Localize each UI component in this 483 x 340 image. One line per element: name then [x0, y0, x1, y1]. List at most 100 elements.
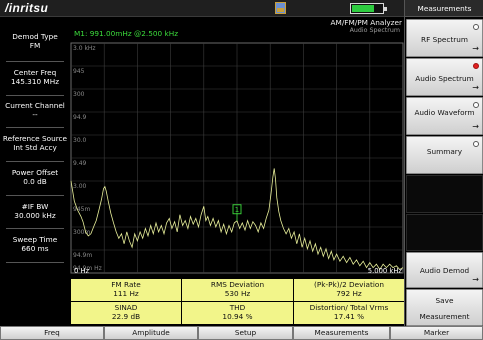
fm-rate-label: FM Rate	[111, 280, 141, 289]
y-tick-label: 945m	[73, 206, 90, 213]
thd-cell: THD 10.94 %	[182, 302, 293, 324]
arrow-right-icon: →	[472, 44, 479, 53]
sinad-label: SINAD	[114, 303, 138, 312]
y-tick-label: 9.49	[73, 160, 87, 167]
y-tick-label: 3.0 kHz	[73, 45, 96, 52]
circle-icon	[473, 63, 479, 69]
rms-deviation-label: RMS Deviation	[210, 280, 265, 289]
battery-level	[352, 5, 375, 12]
if-bw-label: #IF BW	[21, 202, 49, 211]
summary-label: Summary	[426, 147, 463, 156]
distortion-value: 17.41 %	[333, 311, 365, 321]
center-freq-value: 145.310 MHz	[10, 77, 60, 86]
divider	[6, 161, 64, 162]
current-channel-value: --	[32, 110, 38, 119]
center-freq-info: Center Freq 145.310 MHz	[0, 68, 70, 86]
tab-setup[interactable]: Setup	[198, 326, 293, 340]
center-freq-label: Center Freq	[13, 68, 57, 77]
tab-measurements[interactable]: Measurements	[293, 326, 390, 340]
marker-label: 1	[235, 206, 239, 214]
measurement-display: 3.0 kHz 945 300 94.9 30.0 9.49 3.00 945m 300m 94.…	[70, 17, 404, 326]
marker-box	[232, 204, 242, 215]
sweep-time-value: 660 ms	[21, 244, 49, 253]
divider	[6, 127, 64, 128]
save-label: Save	[435, 296, 454, 305]
measurement-subtitle: Audio Spectrum	[349, 27, 400, 34]
measurement-table: FM Rate 111 Hz RMS Deviation 530 Hz (Pk-…	[71, 279, 404, 326]
circle-icon	[473, 24, 479, 30]
anritsu-logo: /inritsu	[5, 1, 49, 15]
rms-deviation-value: 530 Hz	[224, 288, 251, 298]
pk-pk-deviation-label: (Pk-Pk)/2 Deviation	[314, 280, 384, 289]
current-channel-label: Current Channel	[5, 101, 65, 110]
circle-icon	[473, 102, 479, 108]
main-menu-bar: Freq Amplitude Setup Measurements Marker	[0, 326, 483, 340]
distortion-label: Distortion/ Total Vrms	[309, 303, 389, 312]
arrow-right-icon: →	[472, 122, 479, 131]
y-tick-labels: 3.0 kHz 945 300 94.9 30.0 9.49 3.00 945m 300m 94.…	[73, 45, 102, 272]
circle-icon	[473, 141, 479, 147]
divider	[6, 262, 64, 263]
softkey-panel: Measurements RF Spectrum → Audio Spectru…	[404, 0, 483, 326]
x-end-label: 5.000 kHz	[367, 267, 402, 275]
y-tick-label: 3.00	[73, 183, 87, 190]
fm-rate-value: 111 Hz	[113, 288, 139, 298]
current-channel-info: Current Channel --	[0, 101, 70, 119]
y-tick-label: 94.9	[73, 114, 87, 121]
plot-grid	[70, 42, 404, 274]
if-bw-info: #IF BW 30.000 kHz	[0, 202, 70, 220]
divider	[6, 95, 64, 96]
rms-deviation-cell: RMS Deviation 530 Hz	[182, 279, 293, 301]
pk-pk-deviation-value: 792 Hz	[336, 288, 362, 298]
tab-freq[interactable]: Freq	[0, 326, 104, 340]
arrow-right-icon: →	[472, 83, 479, 92]
empty-softkey	[406, 214, 483, 251]
power-offset-value: 0.0 dB	[23, 177, 47, 186]
audio-spectrum-button[interactable]: Audio Spectrum →	[406, 58, 483, 96]
demod-type-label: Demod Type	[12, 32, 58, 41]
divider	[6, 195, 64, 196]
divider	[6, 61, 64, 62]
sinad-cell: SINAD 22.9 dB	[71, 302, 181, 324]
empty-softkey	[406, 175, 483, 213]
pk-pk-deviation-cell: (Pk-Pk)/2 Deviation 792 Hz	[294, 279, 404, 301]
divider	[6, 228, 64, 229]
battery-icon	[350, 3, 387, 14]
marker-readout: M1: 991.00mHz @2.500 kHz	[74, 29, 179, 38]
spectrum-trace	[70, 168, 404, 271]
marker-1[interactable]: 1	[232, 204, 242, 221]
if-bw-value: 30.000 kHz	[14, 211, 56, 220]
title-bar: /inritsu	[0, 0, 404, 17]
sinad-value: 22.9 dB	[111, 311, 141, 321]
audio-demod-label: Audio Demod	[419, 266, 470, 275]
reference-source-value: Int Std Accy	[13, 143, 57, 152]
gps-icon	[275, 2, 286, 14]
rf-spectrum-button[interactable]: RF Spectrum →	[406, 19, 483, 57]
audio-spectrum-label: Audio Spectrum	[415, 74, 474, 83]
y-tick-label: 945	[73, 68, 85, 75]
y-tick-label: 300m	[73, 229, 90, 236]
audio-spectrum-plot[interactable]: 3.0 kHz 945 300 94.9 30.0 9.49 3.00 945m 300m 94.…	[70, 17, 404, 279]
save-measurement-button[interactable]: Save Measurement	[406, 289, 483, 326]
audio-demod-button[interactable]: Audio Demod →	[406, 252, 483, 288]
tab-amplitude[interactable]: Amplitude	[104, 326, 198, 340]
demod-type-info: Demod Type FM	[0, 32, 70, 50]
y-tick-label: 94.9m Hz	[73, 265, 102, 272]
sweep-time-label: Sweep Time	[12, 235, 58, 244]
power-offset-label: Power Offset	[11, 168, 59, 177]
status-panel: Demod Type FM Center Freq 145.310 MHz Cu…	[0, 17, 70, 326]
power-offset-info: Power Offset 0.0 dB	[0, 168, 70, 186]
fm-rate-cell: FM Rate 111 Hz	[71, 279, 181, 301]
sweep-time-info: Sweep Time 660 ms	[0, 235, 70, 253]
x-start-label: 0 Hz	[74, 267, 90, 275]
reference-source-label: Reference Source	[2, 134, 68, 143]
distortion-cell: Distortion/ Total Vrms 17.41 %	[294, 302, 404, 324]
rf-spectrum-label: RF Spectrum	[421, 35, 468, 44]
thd-label: THD	[229, 303, 246, 312]
summary-button[interactable]: Summary	[406, 136, 483, 174]
tab-marker[interactable]: Marker	[390, 326, 483, 340]
audio-waveform-label: Audio Waveform	[414, 108, 475, 117]
audio-waveform-button[interactable]: Audio Waveform →	[406, 97, 483, 135]
measurement-label: Measurement	[419, 312, 470, 321]
y-tick-label: 94.9m	[73, 252, 92, 259]
